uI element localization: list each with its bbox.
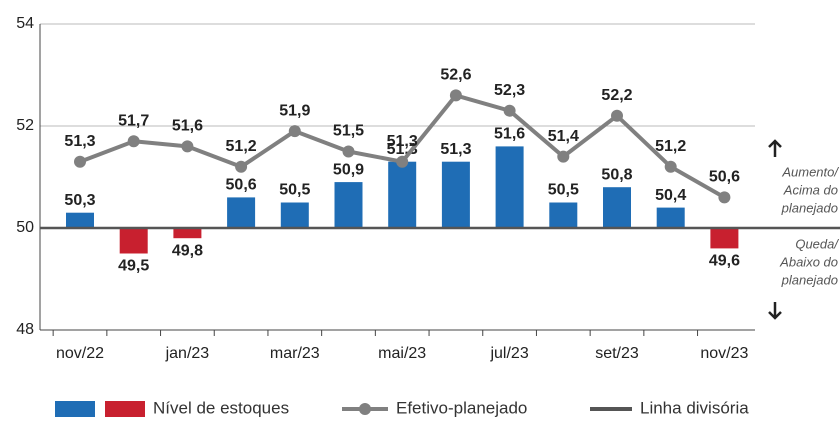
bar [66,212,94,228]
value-label: 50,5 [548,182,579,199]
legend-label: Linha divisória [640,398,749,417]
line-point [127,135,140,148]
annotation: planejado [781,200,838,215]
bar [334,182,363,228]
x-tick-label: mai/23 [378,345,426,362]
bar [388,161,417,228]
line-point [718,191,731,204]
line-point [449,89,462,102]
arrow-up [768,139,782,157]
bar [280,202,309,228]
value-label: 52,2 [601,87,632,104]
annotation: Queda/ [795,236,839,251]
legend-label: Nível de estoques [153,398,289,417]
bar [119,228,148,254]
bar [603,187,631,228]
y-tick-label: 50 [16,219,34,236]
x-tick-label: nov/22 [56,345,104,362]
line-point [396,155,409,168]
value-label: 51,9 [279,102,310,119]
value-label: 50,6 [226,177,257,194]
legend-label: Efetivo-planejado [396,398,527,417]
legend-swatch [105,401,145,417]
value-label: 51,2 [226,138,257,155]
value-label: 51,2 [655,138,686,155]
value-label: 51,6 [172,118,203,135]
value-label: 50,3 [64,192,95,209]
line-point [503,104,516,117]
line-point [288,125,301,138]
x-tick-label: jul/23 [489,345,528,362]
line-point [181,140,194,153]
bar [710,228,739,249]
value-label: 51,5 [333,123,364,140]
y-tick-label: 48 [16,321,34,338]
line-point [74,155,86,168]
value-label: 50,4 [655,187,686,204]
value-label: 49,6 [709,253,740,270]
value-label: 50,5 [279,182,310,199]
bar [656,207,685,228]
legend-swatch [55,401,95,417]
line-point [342,145,355,158]
arrow-down [768,302,782,320]
annotation: Acima do [783,182,838,197]
line-point [664,160,677,173]
bar [441,161,470,228]
value-label: 49,8 [172,242,203,259]
bar [227,197,256,228]
annotation: Aumento/ [781,164,839,179]
value-label: 51,6 [494,126,525,143]
x-tick-label: set/23 [595,345,639,362]
y-tick-label: 54 [16,15,34,32]
value-label: 50,6 [709,169,740,186]
bar [173,228,202,239]
value-label: 51,7 [118,113,149,130]
value-label: 52,6 [440,67,471,84]
x-tick-label: jan/23 [165,345,210,362]
x-tick-label: nov/23 [700,345,748,362]
value-label: 52,3 [494,82,525,99]
annotation: Abaixo do [779,254,838,269]
bar [495,146,524,228]
bar [549,202,578,228]
value-label: 51,3 [64,133,95,150]
annotation: planejado [781,272,838,287]
y-tick-label: 52 [16,117,34,134]
x-tick-label: mar/23 [270,345,320,362]
line-point [557,150,570,163]
value-label: 51,4 [548,128,579,145]
legend-marker [359,403,371,415]
value-label: 49,5 [118,258,149,275]
line-point [235,160,248,173]
value-label: 50,8 [601,166,632,183]
value-label: 51,3 [440,141,471,158]
value-label: 51,3 [387,133,418,150]
line-point [611,109,623,122]
value-label: 50,9 [333,161,364,178]
